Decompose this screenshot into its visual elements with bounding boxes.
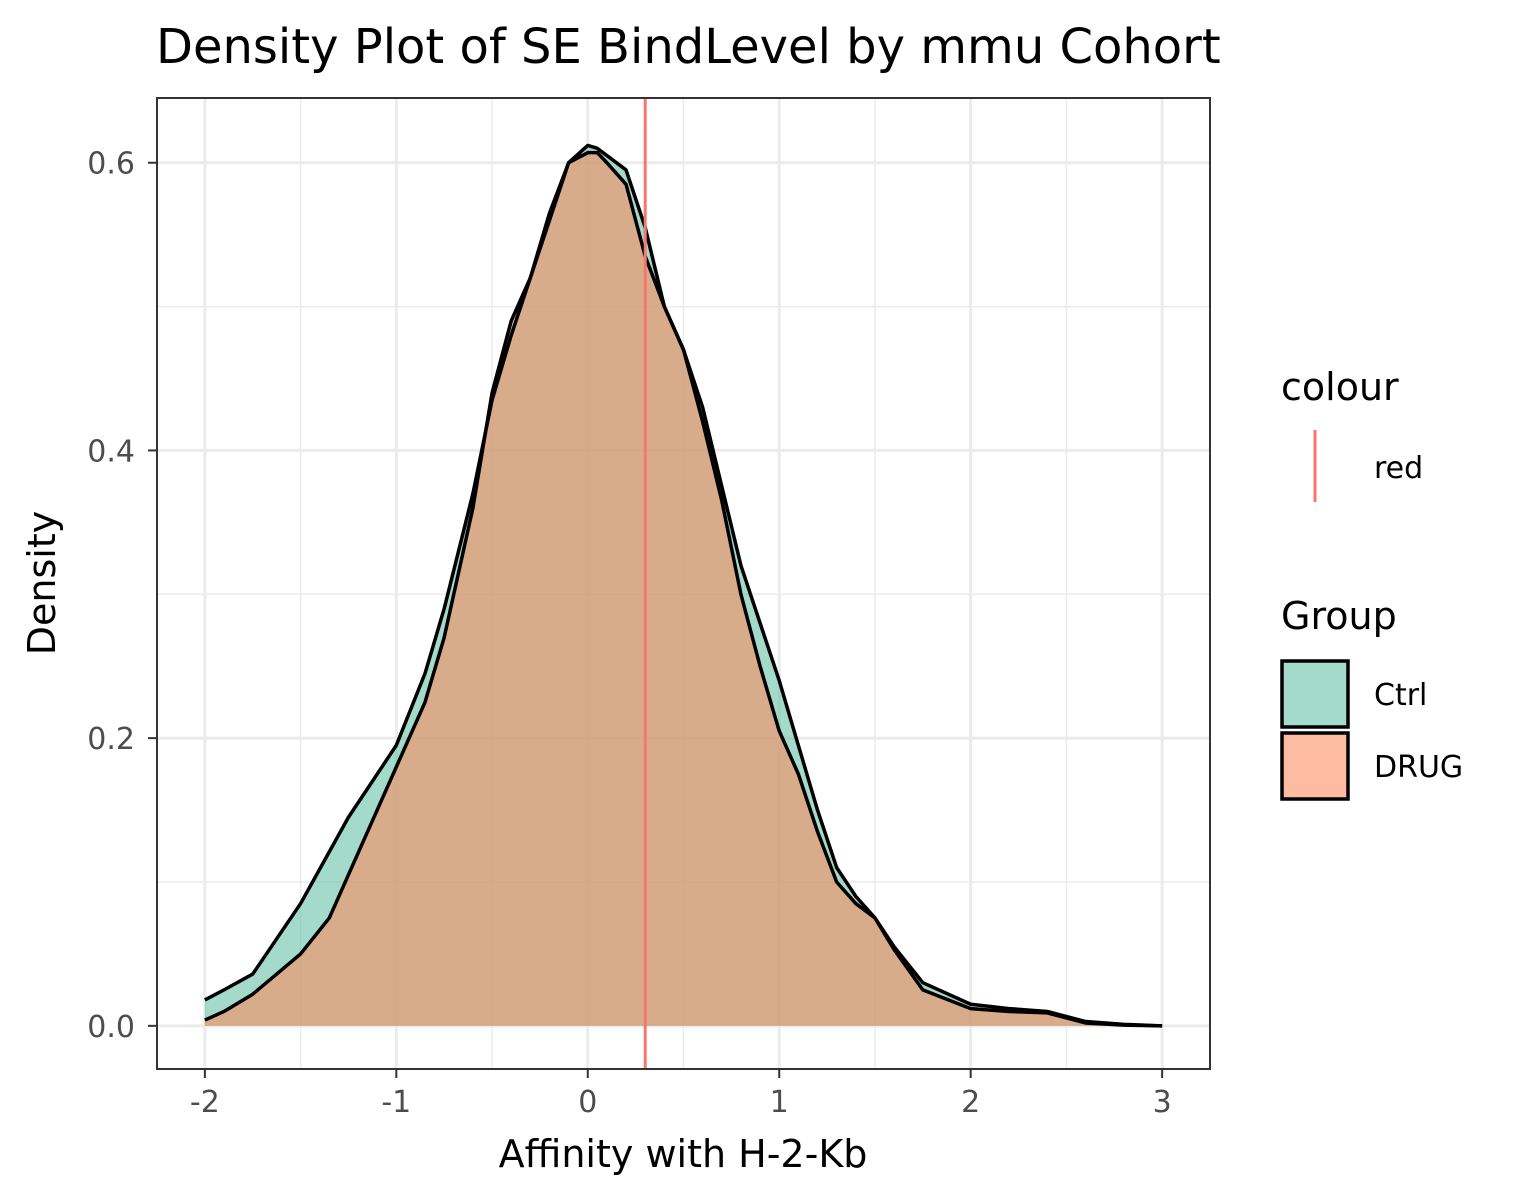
x-tick-label: 3	[1153, 1085, 1172, 1120]
x-tick-label: -1	[381, 1085, 411, 1120]
x-axis: -2 -1 0 1 2 3	[190, 1069, 1172, 1120]
plot-panel	[156, 97, 1211, 1070]
legend-label-red: red	[1374, 451, 1423, 486]
chart-title: Density Plot of SE BindLevel by mmu Coho…	[156, 19, 1221, 75]
y-tick-label: 0.2	[87, 722, 135, 757]
density-areas	[204, 143, 1163, 1028]
x-tick-label: 1	[770, 1085, 789, 1120]
density-line-drug	[204, 150, 1163, 1028]
legend-key-drug	[1280, 731, 1350, 801]
y-axis: 0.0 0.2 0.4 0.6	[87, 147, 157, 1045]
y-tick-label: 0.6	[87, 147, 135, 182]
density-area-drug	[204, 152, 1163, 1026]
panel-border	[156, 97, 1211, 1070]
legend-label-drug: DRUG	[1374, 750, 1463, 785]
legend-title-colour: colour	[1281, 365, 1399, 409]
legend-title-group: Group	[1281, 594, 1397, 638]
x-tick-label: -2	[190, 1085, 220, 1120]
y-tick-label: 0.4	[87, 434, 135, 469]
legend-label-ctrl: Ctrl	[1374, 678, 1427, 713]
x-tick-label: 2	[961, 1085, 980, 1120]
y-tick-label: 0.0	[87, 1010, 135, 1045]
x-tick-label: 0	[578, 1085, 597, 1120]
legend: colour red Group Ctrl DRUG	[1280, 365, 1463, 801]
y-axis-title: Density	[20, 511, 64, 655]
x-axis-title: Affinity with H-2-Kb	[499, 1132, 868, 1176]
legend-key-ctrl	[1280, 659, 1350, 729]
